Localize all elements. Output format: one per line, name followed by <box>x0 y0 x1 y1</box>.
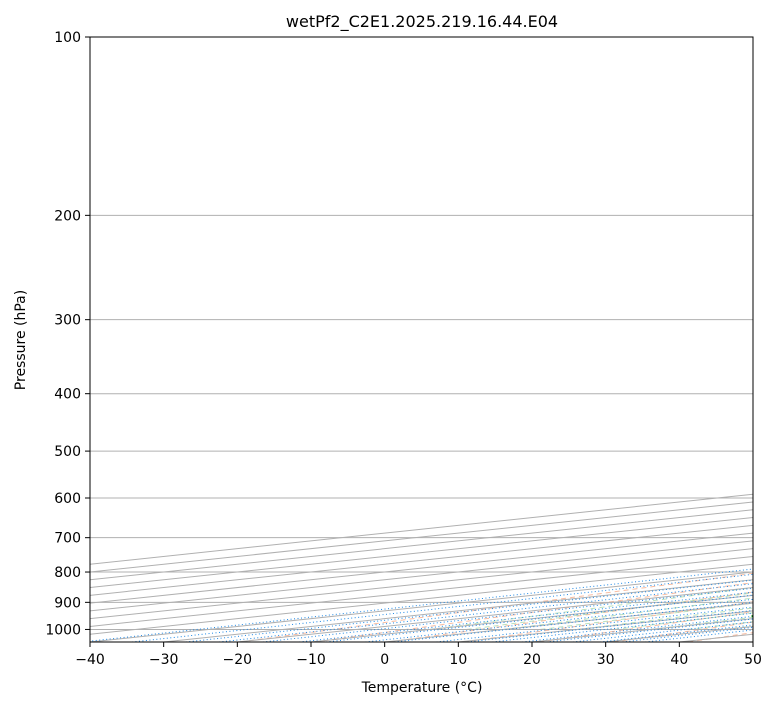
y-tick-label: 300 <box>54 313 81 329</box>
y-tick-label: 800 <box>54 565 81 581</box>
y-tick-label: 700 <box>54 531 81 547</box>
moist-adiabat-line <box>761 37 775 629</box>
x-axis: −40 −30 −20 −10 0 10 20 30 40 50 <box>75 642 762 668</box>
moist-adiabat-line <box>577 607 753 630</box>
x-tick-label: 0 <box>380 652 389 668</box>
reference-lines <box>90 37 775 642</box>
isotherm-line <box>752 641 753 642</box>
moist-adiabat-line <box>429 587 753 630</box>
mixing-ratio-line <box>218 583 753 642</box>
isotherm-line <box>90 517 753 589</box>
dry-adiabat-line <box>763 37 775 642</box>
profile-lines <box>751 615 753 618</box>
mixing-ratio-line <box>90 568 753 642</box>
y-tick-label: 200 <box>54 208 81 224</box>
x-tick-label: 20 <box>523 652 541 668</box>
isotherm-line <box>605 625 753 642</box>
x-tick-label: −30 <box>149 652 179 668</box>
isotherm-line <box>90 493 753 565</box>
dewpoint-profile <box>751 615 753 618</box>
x-axis-label: Temperature (°C) <box>361 680 483 696</box>
moist-adiabat-line <box>650 616 753 630</box>
x-tick-label: −10 <box>296 652 326 668</box>
mixing-ratio-line <box>467 609 753 642</box>
isotherm-line <box>163 579 753 642</box>
mixing-ratio-line <box>131 573 753 642</box>
isotherm-line <box>90 532 753 604</box>
isotherm-line <box>90 540 753 612</box>
dry-adiabat-line <box>314 582 753 642</box>
x-tick-label: 30 <box>597 652 615 668</box>
dry-adiabat-line <box>613 621 753 642</box>
x-tick-label: 10 <box>449 652 467 668</box>
isotherm-line <box>310 594 753 642</box>
isotherm-line <box>90 524 753 596</box>
x-tick-label: 40 <box>670 652 688 668</box>
mixing-ratio-line <box>522 615 753 642</box>
x-tick-label: 50 <box>744 652 762 668</box>
isotherm-line <box>90 563 753 635</box>
dry-adiabat-line <box>389 591 753 642</box>
isotherm-line <box>90 501 753 573</box>
mixing-ratio-line <box>492 612 753 642</box>
dry-adiabat-line <box>239 572 753 642</box>
isotherm-line <box>90 509 753 581</box>
y-axis-label: Pressure (hPa) <box>13 290 29 390</box>
y-tick-label: 400 <box>54 387 81 403</box>
chart-title: wetPf2_C2E1.2025.219.16.44.E04 <box>286 12 558 32</box>
moist-adiabat-line <box>503 597 753 630</box>
mixing-ratio-line <box>365 598 753 642</box>
y-tick-label: 900 <box>54 595 81 611</box>
y-tick-label: 500 <box>54 444 81 460</box>
y-axis: 100 200 300 400 500 600 700 800 900 1000 <box>45 30 90 638</box>
x-tick-label: −40 <box>75 652 105 668</box>
mixing-ratio-line <box>436 606 753 642</box>
y-tick-label: 100 <box>54 30 81 46</box>
mixing-ratio-line <box>645 629 753 642</box>
moist-adiabat-line <box>614 612 753 630</box>
moist-adiabat-line <box>687 621 753 630</box>
y-tick-label: 600 <box>54 491 81 507</box>
y-tick-label: 1000 <box>45 622 81 638</box>
x-tick-label: −20 <box>223 652 253 668</box>
moist-adiabat-line <box>724 625 753 630</box>
plot-frame <box>89 36 754 643</box>
